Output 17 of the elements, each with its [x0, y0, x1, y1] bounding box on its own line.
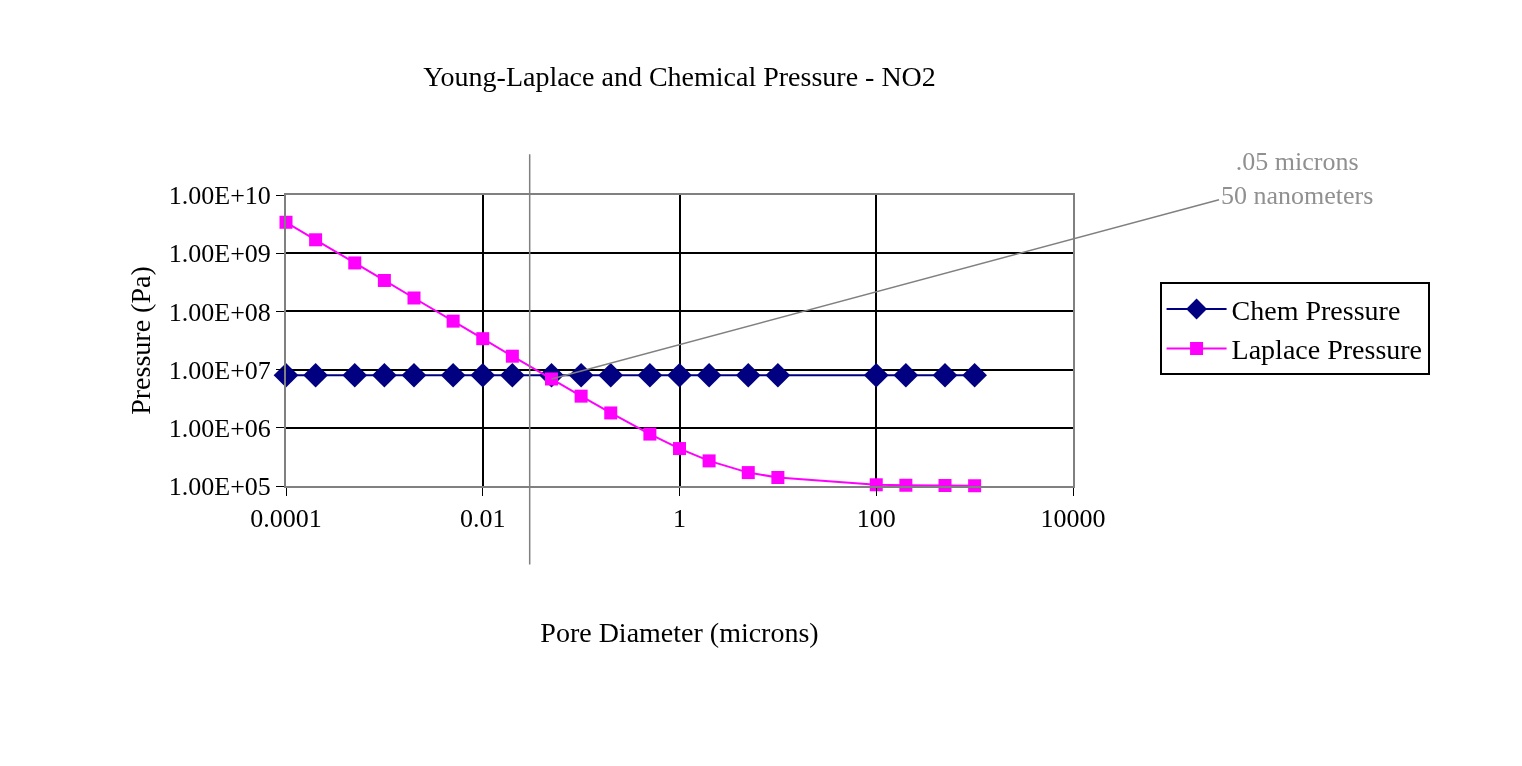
y-tick-label: 1.00E+06 [168, 413, 271, 443]
y-axis-title: Pressure (Pa) [124, 266, 156, 415]
y-tick-label: 1.00E+09 [168, 239, 271, 269]
legend-label: Laplace Pressure [1231, 334, 1423, 366]
x-axis-title: Pore Diameter (microns) [540, 616, 819, 648]
legend-label: Chem Pressure [1231, 294, 1401, 326]
x-tick-label: 1 [673, 504, 686, 534]
x-tick-label: 100 [856, 504, 896, 534]
y-tick-label: 1.00E+05 [168, 472, 271, 502]
annotation: .05 microns 50 nanometers [1221, 147, 1374, 210]
y-tick-label: 1.00E+07 [168, 355, 271, 385]
chart-title: Young-Laplace and Chemical Pressure - NO2 [423, 61, 936, 93]
x-tick-label: 10000 [1040, 504, 1106, 534]
y-tick-label: 1.00E+08 [168, 297, 271, 327]
x-tick-label: 0.0001 [250, 504, 322, 534]
y-tick-label: 1.00E+10 [168, 181, 271, 211]
x-tick-label: 0.01 [460, 504, 506, 534]
